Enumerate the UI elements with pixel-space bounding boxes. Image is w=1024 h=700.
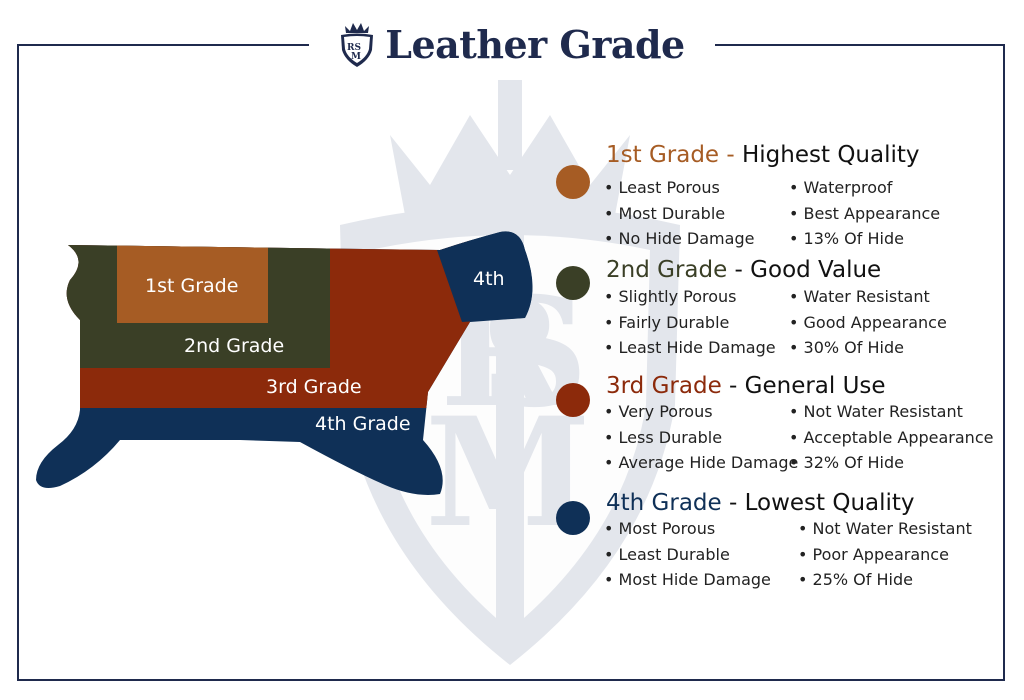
grade-2-left-1: • Slightly Porous — [604, 287, 737, 306]
grade-3-left-3: • Average Hide Damage — [604, 453, 799, 472]
grade-1-name: 1st Grade — [606, 142, 720, 168]
hide-label-grade4: 4th Grade — [315, 413, 411, 435]
grade-3-heading: 3rd Grade - General Use — [606, 373, 886, 399]
grade-3-left-2: • Less Durable — [604, 427, 723, 447]
grade-4-right-3: • 25% Of Hide — [798, 570, 913, 589]
hide-diagram: 1st Grade 2nd Grade 3rd Grade 4th Grade … — [36, 231, 533, 495]
grade-3-left-1: • Very Porous — [604, 402, 713, 421]
grade-4-dot — [556, 501, 590, 535]
grade-4-left-2: • Least Durable — [604, 544, 730, 564]
grade-1-quality: Highest Quality — [742, 142, 920, 168]
grade-1-right-1: • Waterproof — [789, 178, 893, 197]
grade-2-left-2: • Fairly Durable — [604, 312, 730, 332]
grade-3-name: 3rd Grade — [606, 373, 722, 399]
grade-2-quality: Good Value — [750, 257, 882, 283]
grade-2-right-2: • Good Appearance — [789, 312, 947, 332]
grade-2-right-1: • Water Resistant — [789, 287, 930, 306]
grade-1-left-1: • Least Porous — [604, 178, 720, 197]
title-bar: RS M Leather Grade — [0, 12, 1024, 76]
svg-text:M: M — [351, 52, 361, 62]
grade-1-right-3: • 13% Of Hide — [789, 229, 904, 248]
grade-2-left-3: • Least Hide Damage — [604, 338, 776, 357]
grade-3-right-3: • 32% Of Hide — [789, 453, 904, 472]
grade-1-heading: 1st Grade - Highest Quality — [606, 142, 920, 168]
grade-4-left-3: • Most Hide Damage — [604, 570, 771, 589]
page-title: Leather Grade — [385, 21, 685, 67]
grade-4-right-1: • Not Water Resistant — [798, 519, 972, 538]
grade-3-dot — [556, 383, 590, 417]
hide-label-grade4-top: 4th — [473, 268, 505, 290]
grade-1-left-2: • Most Durable — [604, 203, 726, 223]
grade-2-name: 2nd Grade — [606, 257, 728, 283]
grade-4-quality: Lowest Quality — [744, 490, 915, 516]
hide-label-grade2: 2nd Grade — [184, 335, 284, 357]
grade-2-dot — [556, 266, 590, 300]
grade-1-dot — [556, 165, 590, 199]
grade-2-heading: 2nd Grade - Good Value — [606, 257, 882, 283]
grade-3-quality: General Use — [744, 373, 886, 399]
hide-label-grade3: 3rd Grade — [266, 376, 362, 398]
grade-4-right-2: • Poor Appearance — [798, 544, 949, 564]
grade-3-right-1: • Not Water Resistant — [789, 402, 963, 421]
svg-text:RS: RS — [347, 43, 361, 53]
crest-logo-icon: RS M — [341, 23, 374, 67]
grade-3-right-2: • Acceptable Appearance — [789, 427, 994, 447]
grade-4-heading: 4th Grade - Lowest Quality — [606, 490, 915, 516]
grade4-top-region — [437, 231, 533, 322]
grade1-region — [117, 231, 268, 323]
grade-4-left-1: • Most Porous — [604, 519, 716, 538]
grade-4-name: 4th Grade — [606, 490, 722, 516]
hide-label-grade1: 1st Grade — [145, 275, 238, 297]
grade-1-right-2: • Best Appearance — [789, 203, 941, 223]
grade-1-left-3: • No Hide Damage — [604, 229, 755, 248]
grade-2-right-3: • 30% Of Hide — [789, 338, 904, 357]
